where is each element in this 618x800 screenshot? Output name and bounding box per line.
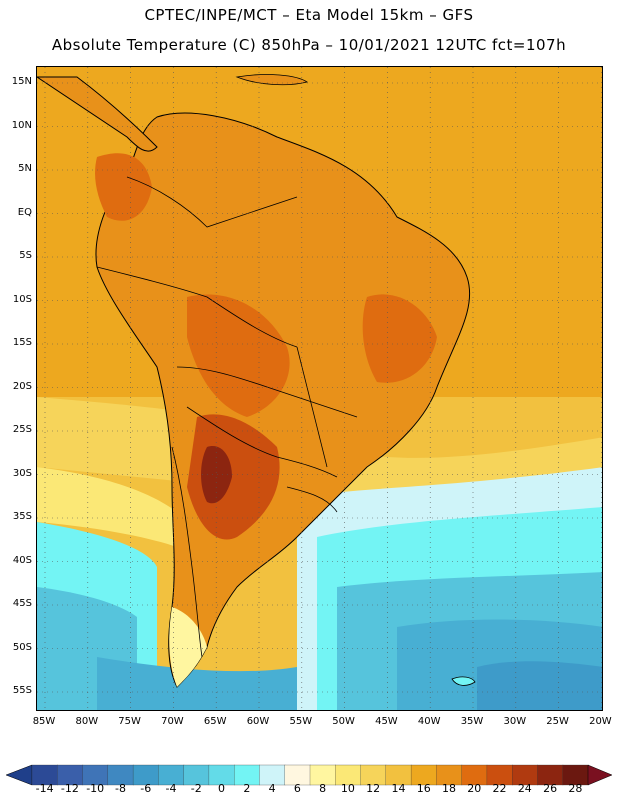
patagonia-cool-zone — [169, 607, 207, 687]
latitude-label: EQ — [17, 206, 32, 218]
caribbean-islands — [235, 74, 308, 86]
colorbar-label: 6 — [293, 782, 301, 795]
latitude-label: 20S — [12, 380, 32, 392]
longitude-label: 45W — [375, 716, 398, 727]
map-title-line-1: CPTEC/INPE/MCT – Eta Model 15km – GFS — [144, 6, 474, 24]
latitude-label: 5S — [19, 250, 32, 261]
colorbar-label: 12 — [366, 782, 381, 795]
longitude-label: 30W — [503, 716, 527, 727]
colorbar-label: -2 — [190, 782, 202, 795]
longitude-label: 35W — [460, 716, 484, 727]
longitude-label: 25W — [546, 716, 569, 727]
colorbar-label: 24 — [517, 782, 532, 795]
hottest-core — [201, 446, 232, 504]
south-america-landmass — [95, 112, 471, 688]
northeast-warm-zone — [362, 294, 437, 383]
latitude-label: 30S — [12, 467, 32, 479]
colorbar-over-arrow — [587, 764, 613, 786]
border-bolivia — [176, 366, 358, 418]
colorbar-label: 16 — [416, 782, 431, 795]
longitude-label: 20W — [589, 716, 612, 727]
longitude-label: 85W — [32, 716, 56, 727]
longitude-label: 65W — [203, 716, 227, 727]
longitude-label: 55W — [289, 716, 313, 727]
latitude-label: 25S — [12, 424, 32, 435]
colorbar-label: -12 — [60, 782, 79, 795]
longitude-label: 70W — [161, 716, 184, 727]
atlantic-deep-cold — [477, 661, 602, 710]
colorbar-label: 8 — [319, 782, 327, 795]
colorbar-label: 14 — [391, 782, 406, 795]
colorbar-label: 2 — [243, 782, 251, 795]
temperature-field — [37, 67, 602, 710]
colorbar-label: -8 — [114, 782, 126, 795]
colorbar-label: 4 — [268, 782, 276, 795]
border-paraguay — [186, 406, 338, 478]
colorbar-label: 10 — [340, 782, 355, 795]
latitude-label: 10N — [11, 119, 32, 131]
country-borders — [96, 176, 358, 658]
latitude-label: 50S — [12, 641, 32, 653]
central-america — [37, 76, 158, 152]
colorbar-label: 26 — [543, 782, 558, 795]
colorbar-under-arrow — [5, 764, 33, 786]
latitude-label: 45S — [12, 598, 32, 609]
latitude-label: 5N — [18, 163, 32, 174]
latitude-label: 15N — [11, 76, 32, 87]
map-title-line-2: Absolute Temperature (C) 850hPa – 10/01/… — [51, 36, 567, 54]
latitude-label: 55S — [12, 685, 32, 696]
longitude-label: 60W — [246, 716, 270, 727]
border-brazil-interior — [296, 346, 328, 468]
colorbar-label: 20 — [467, 782, 482, 795]
longitude-label: 40W — [417, 716, 441, 727]
border-peru-brazil — [96, 266, 298, 348]
longitude-label: 50W — [332, 716, 355, 727]
colorbar-label: -10 — [86, 782, 105, 795]
colorbar-label: 22 — [492, 782, 507, 795]
latitude-label: 40S — [12, 554, 32, 566]
longitude-label: 80W — [75, 716, 99, 727]
colorbar-label: -6 — [140, 782, 152, 795]
latitude-label: 35S — [12, 511, 32, 522]
longitude-label: 75W — [118, 716, 141, 727]
chaco-hot-zone — [187, 414, 280, 540]
temperature-map — [36, 66, 603, 711]
border-northern — [126, 176, 298, 228]
colorbar-label: 0 — [218, 782, 226, 795]
southern-ocean-cold — [97, 657, 297, 710]
pacific-mid-band — [37, 467, 177, 547]
border-chile-argentina — [171, 446, 203, 658]
colorbar-label: 28 — [568, 782, 583, 795]
falkland-islands — [451, 676, 476, 686]
colorbar-label: -4 — [165, 782, 177, 795]
border-uruguay — [286, 486, 338, 513]
colorbar-label: 18 — [442, 782, 456, 795]
colorbar-label: -14 — [35, 782, 54, 795]
latitude-label: 10S — [12, 293, 32, 305]
colorbar — [5, 764, 613, 786]
latitude-label: 15S — [12, 337, 32, 348]
